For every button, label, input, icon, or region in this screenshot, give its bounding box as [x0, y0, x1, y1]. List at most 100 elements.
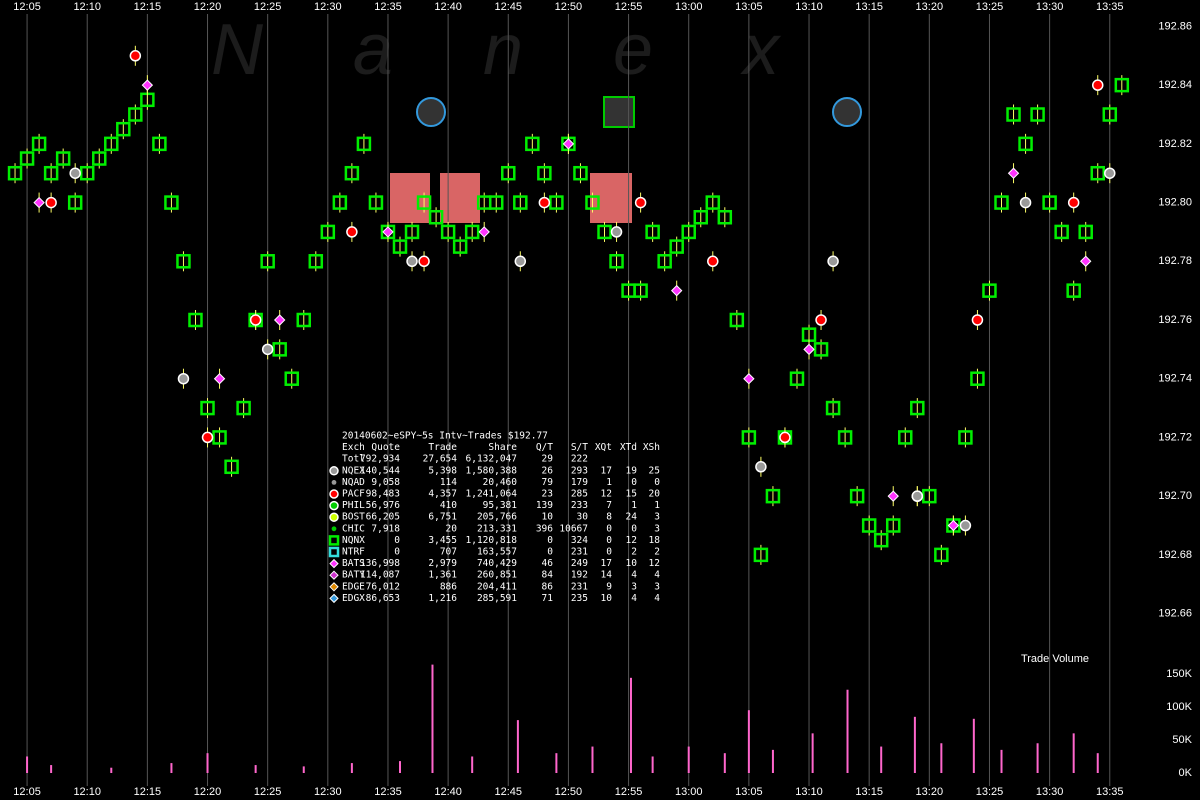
x-tick-label: 12:45 [495, 1, 523, 13]
bar [555, 753, 558, 773]
stats-cell: 1,361 [428, 570, 457, 581]
stats-cell: 0 [606, 535, 612, 546]
marker [707, 255, 719, 268]
marker-decor [416, 97, 446, 127]
stats-cell: EDGX [342, 593, 365, 604]
marker [538, 196, 551, 209]
stats-cell: 12 [601, 489, 612, 500]
marker [610, 226, 623, 238]
marker [488, 195, 504, 210]
x-tick-label: 13:00 [675, 786, 703, 798]
stats-cell: 324 [571, 535, 588, 546]
stats-cell: 18 [649, 535, 661, 546]
stats-cell: 293 [571, 465, 588, 476]
stats-cell: 8 [606, 512, 612, 523]
marker [79, 165, 95, 181]
marker [873, 532, 889, 548]
stats-cell: 76,012 [366, 581, 400, 592]
stats-cell: BOST [342, 512, 365, 523]
stats-cell: 0 [394, 535, 400, 546]
mark-layer [7, 45, 1130, 773]
stats-cell: 4 [631, 570, 637, 581]
x-tick-label: 13:15 [855, 786, 883, 798]
highlight [440, 173, 480, 223]
marker [1030, 107, 1045, 122]
marker [1019, 196, 1032, 209]
stats-cell: 46 [542, 558, 554, 569]
stats-cell: 2 [631, 547, 637, 558]
x-tick-label: 12:05 [13, 786, 41, 798]
marker [753, 547, 769, 563]
stats-cell: 79 [542, 477, 554, 488]
marker [43, 165, 59, 181]
marker [440, 224, 456, 240]
stats-cell: 213,331 [477, 523, 517, 534]
x-tick-label: 12:40 [434, 1, 462, 13]
highlight [590, 173, 632, 223]
stats-cell: 1 [654, 500, 660, 511]
x-tick-label: 13:20 [916, 786, 944, 798]
x-tick-label: 12:30 [314, 1, 342, 13]
y-tick-label: 192.74 [1158, 373, 1192, 385]
stats-cell: 27,654 [423, 454, 458, 465]
y-tick-label: 192.84 [1158, 79, 1192, 91]
stats-cell: 205,766 [477, 512, 517, 523]
stats-cell: 260,851 [477, 570, 517, 581]
marker [609, 254, 624, 269]
marker [827, 255, 839, 268]
x-tick-label: 12:10 [73, 786, 101, 798]
marker [585, 195, 600, 210]
bar [50, 765, 53, 773]
x-tick-label: 13:30 [1036, 1, 1064, 13]
stats-cell: 2 [654, 547, 660, 558]
stats-cell: 139 [536, 500, 553, 511]
marker [331, 526, 337, 532]
stats-cell: 0 [631, 477, 637, 488]
marker [959, 519, 972, 532]
marker [296, 312, 312, 328]
marker [464, 224, 480, 240]
stats-cell: 17 [601, 558, 612, 569]
marker-decor [603, 96, 635, 128]
stats-cell: NQEX [342, 465, 365, 476]
bar [723, 753, 726, 773]
marker [416, 195, 432, 210]
marker [329, 512, 339, 522]
stats-cell: 5,398 [428, 465, 457, 476]
marker [911, 490, 924, 502]
stats-header: Q/T [536, 442, 553, 453]
x-tick-label: 12:25 [254, 786, 282, 798]
bar [940, 743, 943, 773]
marker [789, 371, 805, 386]
stats-cell: 3 [631, 581, 637, 592]
marker [406, 255, 418, 268]
stats-cell: 20,460 [483, 477, 518, 488]
marker [67, 195, 83, 210]
stats-cell: 3 [654, 523, 660, 534]
bar [399, 761, 401, 773]
x-tick-label: 12:55 [615, 1, 643, 13]
marker [308, 254, 324, 269]
stats-cell: BATY [342, 570, 365, 581]
bar [302, 766, 305, 773]
stats-cell: 20 [649, 489, 661, 500]
x-tick-label: 13:05 [735, 786, 763, 798]
stats-cell: 12 [626, 535, 637, 546]
x-tick-label: 13:05 [735, 1, 763, 13]
stats-cell: 1 [631, 500, 637, 511]
marker [922, 488, 937, 504]
marker [717, 209, 733, 225]
marker [33, 196, 45, 209]
stats-cell: 23 [542, 489, 553, 500]
stats-cell: Totl [342, 454, 365, 465]
x-tick-label: 13:25 [976, 786, 1004, 798]
stats-cell: 26 [542, 465, 554, 476]
stats-cell: 1,120,818 [466, 535, 518, 546]
marker [779, 431, 791, 444]
bar [350, 763, 353, 773]
y-tick-label: 192.70 [1158, 490, 1192, 502]
y-tick-label: 192.68 [1158, 549, 1192, 561]
marker [693, 209, 709, 225]
